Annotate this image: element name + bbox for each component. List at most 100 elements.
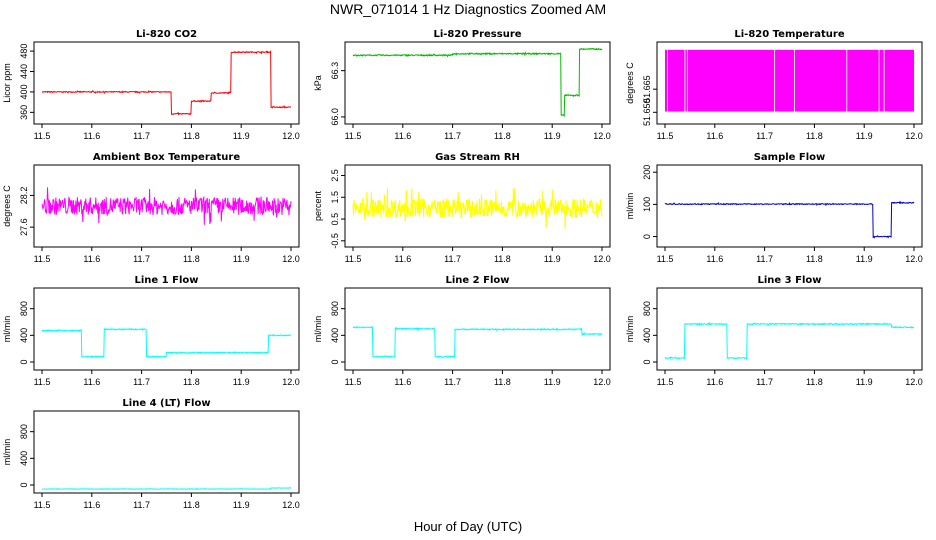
x-tick-label: 12.0 bbox=[282, 131, 300, 141]
series-line bbox=[664, 200, 915, 239]
x-tick-label: 11.9 bbox=[544, 377, 561, 387]
x-tick-label: 12.0 bbox=[593, 131, 611, 141]
x-tick-label: 12.0 bbox=[905, 254, 923, 264]
panel-title: Line 3 Flow bbox=[758, 275, 822, 286]
panel-title: Gas Stream RH bbox=[435, 152, 520, 163]
x-tick-label: 11.6 bbox=[394, 254, 411, 264]
x-tick-label: 11.7 bbox=[133, 254, 150, 264]
series-group bbox=[41, 49, 291, 116]
x-tick-label: 11.9 bbox=[233, 131, 250, 141]
panel-title: Li-820 Pressure bbox=[433, 29, 521, 40]
y-tick-label: 0 bbox=[642, 359, 652, 364]
panel-sample_flow: Sample Flow 11.5 11.6 11.7 11.8 11.9 12.0 0 100 2… bbox=[625, 152, 923, 264]
y-tick-label: 28.2 bbox=[19, 187, 29, 205]
x-tick-label: 11.5 bbox=[34, 500, 51, 510]
series-line bbox=[352, 187, 603, 230]
x-tick-label: 11.9 bbox=[544, 131, 561, 141]
x-tick-label: 11.6 bbox=[83, 254, 100, 264]
x-tick-label: 11.8 bbox=[183, 131, 200, 141]
plot-frame bbox=[33, 287, 300, 371]
x-tick-label: 11.5 bbox=[657, 131, 674, 141]
y-tick-label: 100 bbox=[642, 197, 652, 212]
plot-frame bbox=[344, 41, 611, 125]
panel-line3: Line 3 Flow 11.5 11.6 11.7 11.8 11.9 12.0 0 400 8… bbox=[625, 275, 923, 387]
y-tick-label: 400 bbox=[330, 328, 340, 343]
plot-frame bbox=[344, 164, 611, 248]
series-line bbox=[352, 47, 603, 118]
y-axis-label: percent bbox=[313, 190, 323, 221]
y-tick-label: 66.0 bbox=[330, 108, 340, 126]
panel-title: Ambient Box Temperature bbox=[93, 152, 240, 163]
y-axis-label: ml/min bbox=[625, 316, 635, 343]
y-tick-label: 480 bbox=[19, 44, 29, 59]
x-tick-label: 11.9 bbox=[856, 131, 873, 141]
y-tick-label: 360 bbox=[19, 105, 29, 120]
x-tick-label: 11.8 bbox=[183, 377, 200, 387]
panel-pressure: Li-820 Pressure 11.5 11.6 11.7 11.8 11.9 12.0 6… bbox=[313, 29, 611, 141]
series-line bbox=[352, 325, 603, 359]
y-tick-label: 440 bbox=[19, 64, 29, 79]
series-line bbox=[41, 187, 292, 225]
y-axis-label: Licor ppm bbox=[2, 63, 12, 103]
y-tick-label: 400 bbox=[19, 451, 29, 466]
plot-frame bbox=[656, 41, 923, 125]
panel-line2: Line 2 Flow 11.5 11.6 11.7 11.8 11.9 12.0 0 400 8… bbox=[313, 275, 611, 387]
x-tick-label: 12.0 bbox=[282, 377, 300, 387]
y-tick-label: -0.5 bbox=[330, 233, 340, 249]
y-tick-label: 2.5 bbox=[330, 169, 340, 182]
series-line bbox=[41, 327, 292, 359]
series-line bbox=[664, 321, 915, 361]
x-tick-label: 12.0 bbox=[905, 131, 923, 141]
x-tick-label: 11.6 bbox=[706, 131, 723, 141]
x-tick-label: 11.8 bbox=[494, 377, 511, 387]
series-group bbox=[41, 187, 292, 225]
x-tick-label: 11.9 bbox=[856, 377, 873, 387]
plot-frame bbox=[656, 164, 923, 248]
y-axis-label: ml/min bbox=[2, 439, 12, 466]
plot-frame bbox=[33, 410, 300, 494]
y-tick-label: 0.5 bbox=[330, 213, 340, 226]
x-tick-label: 11.7 bbox=[444, 254, 461, 264]
y-tick-label: 0 bbox=[330, 359, 340, 364]
y-tick-label: 0 bbox=[642, 234, 652, 239]
x-tick-label: 11.7 bbox=[133, 377, 150, 387]
y-tick-label: 200 bbox=[642, 165, 652, 180]
y-tick-label: 400 bbox=[19, 328, 29, 343]
series-group bbox=[664, 200, 915, 239]
panel-title: Line 4 (LT) Flow bbox=[122, 398, 210, 409]
x-tick-label: 11.8 bbox=[494, 254, 511, 264]
series-group bbox=[664, 321, 915, 361]
x-tick-label: 11.7 bbox=[444, 131, 461, 141]
y-axis-label: ml/min bbox=[313, 316, 323, 343]
x-tick-label: 11.7 bbox=[133, 131, 150, 141]
y-axis-label: ml/min bbox=[2, 316, 12, 343]
plot-frame bbox=[33, 164, 300, 248]
panel-co2: Li-820 CO2 11.5 11.6 11.7 11.8 11.9 12.0 360 400… bbox=[2, 29, 300, 141]
x-tick-label: 11.5 bbox=[345, 131, 362, 141]
series-group bbox=[352, 47, 603, 118]
series-group bbox=[41, 327, 292, 359]
y-tick-label: 51.665 bbox=[642, 75, 652, 103]
x-tick-label: 11.9 bbox=[233, 377, 250, 387]
series-group bbox=[352, 187, 603, 230]
x-tick-label: 11.5 bbox=[34, 254, 51, 264]
x-tick-label: 11.5 bbox=[345, 254, 362, 264]
y-tick-label: 0 bbox=[19, 482, 29, 487]
y-tick-label: 800 bbox=[330, 301, 340, 316]
y-tick-label: 400 bbox=[19, 84, 29, 99]
x-tick-label: 11.6 bbox=[706, 377, 723, 387]
y-axis-label: ml/min bbox=[625, 193, 635, 220]
y-axis-label: degrees C bbox=[2, 185, 12, 227]
x-tick-label: 11.9 bbox=[856, 254, 873, 264]
panel-title: Sample Flow bbox=[754, 152, 826, 163]
panel-licor_temp: Li-820 Temperature 11.5 11.6 11.7 11.8 11.9 12… bbox=[625, 29, 923, 141]
x-tick-label: 12.0 bbox=[593, 254, 611, 264]
plot-frame bbox=[33, 41, 300, 125]
y-tick-label: 66.3 bbox=[330, 62, 340, 80]
y-tick-label: 800 bbox=[642, 301, 652, 316]
x-tick-label: 11.9 bbox=[233, 500, 250, 510]
x-tick-label: 11.7 bbox=[133, 500, 150, 510]
x-tick-label: 12.0 bbox=[282, 500, 300, 510]
y-axis-label: degrees C bbox=[625, 62, 635, 104]
x-tick-label: 11.6 bbox=[83, 131, 100, 141]
